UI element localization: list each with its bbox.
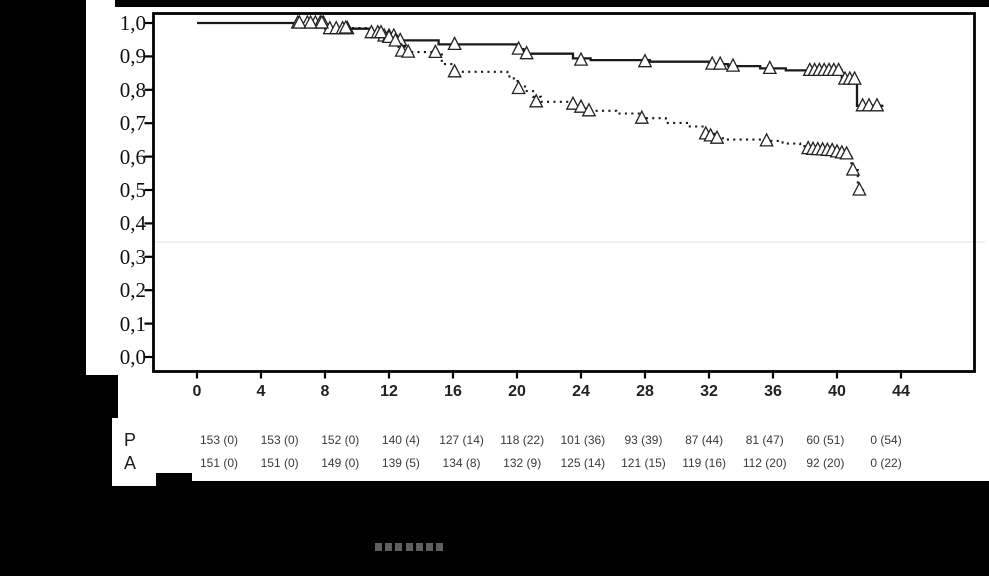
y-tick-label: 0,3: [119, 244, 146, 269]
censor-triangle-a: [373, 24, 389, 39]
x-tick-label: 36: [764, 383, 782, 400]
legend-dot-mark: [385, 543, 393, 551]
censor-triangle-p: [637, 53, 653, 68]
censor-triangle-p: [762, 59, 778, 75]
censor-triangle-a: [400, 43, 416, 58]
y-tick-label: 0,5: [119, 178, 146, 202]
risk-row-label-box: [112, 418, 156, 486]
censor-triangle-p: [712, 55, 728, 70]
legend-dot-mark: [375, 543, 382, 551]
censor-triangle-p: [511, 40, 526, 55]
risk-count-p-t8: 152 (0): [321, 433, 360, 447]
y-tick-label: 0,7: [119, 111, 146, 136]
y-tick-label: 0,2: [119, 278, 146, 303]
censor-triangle-p: [573, 51, 589, 66]
censor-triangle-a: [292, 14, 307, 29]
black-notch-under-axis: [156, 473, 192, 482]
legend-dot-mark: [395, 543, 403, 551]
censor-triangle-p: [847, 70, 862, 85]
censor-triangle-a: [839, 145, 854, 160]
risk-count-p-t16: 127 (14): [439, 433, 484, 447]
censor-triangle-p: [519, 45, 534, 60]
censor-triangle-a: [314, 14, 330, 29]
y-tick-label: 0,8: [119, 77, 146, 102]
censor-triangle-a: [428, 43, 443, 59]
risk-count-a-t40: 92 (20): [806, 456, 845, 470]
x-tick-label: 40: [828, 383, 846, 400]
censor-triangle-a: [447, 63, 462, 78]
risk-count-p-t4: 153 (0): [260, 433, 299, 447]
chart-panel: [86, 0, 989, 481]
x-tick-label: 32: [700, 383, 718, 400]
risk-count-a-t24: 125 (14): [560, 456, 606, 470]
risk-count-a-t36: 112 (20): [742, 456, 787, 470]
censor-triangle-a: [845, 161, 861, 176]
risk-count-a-t20: 132 (9): [503, 456, 542, 470]
censor-triangle-a: [338, 19, 354, 34]
risk-count-p-t12: 140 (4): [381, 433, 420, 447]
risk-count-a-t28: 121 (15): [621, 456, 666, 470]
risk-row-label-a: A: [124, 453, 137, 473]
y-tick-label: 0,1: [119, 311, 146, 336]
y-tick-label: 1,0: [119, 11, 146, 35]
censor-triangle-a: [303, 14, 318, 29]
censor-triangle-a: [581, 102, 597, 117]
risk-count-a-t32: 119 (16): [682, 456, 727, 470]
risk-count-a-t0: 151 (0): [199, 456, 239, 470]
y-tick-label: 0,0: [119, 345, 146, 369]
x-tick-label: 28: [636, 383, 654, 400]
x-tick-label: 12: [380, 383, 398, 400]
risk-count-p-t28: 93 (39): [624, 433, 663, 447]
risk-count-p-t0: 153 (0): [199, 433, 239, 447]
censor-triangle-p: [725, 57, 741, 72]
risk-count-p-t44: 0 (54): [870, 433, 902, 447]
plot-frame: [152, 12, 976, 373]
legend-dot-mark: [415, 543, 423, 551]
top-black-strip: [115, 0, 989, 7]
risk-count-a-t12: 139 (5): [381, 456, 420, 470]
x-tick-label: 24: [572, 383, 590, 400]
censor-triangle-a: [852, 181, 867, 196]
censor-triangle-a: [634, 109, 650, 124]
censor-triangle-a: [565, 95, 581, 110]
censor-triangle-a: [388, 32, 403, 47]
y-tick-label: 0,6: [119, 144, 146, 169]
censor-triangle-p: [869, 97, 885, 112]
x-tick-label: 4: [256, 383, 266, 400]
x-tick-label: 20: [508, 383, 526, 400]
censor-triangle-a: [573, 98, 589, 113]
legend-dot-mark: [405, 543, 413, 551]
risk-row-label-p: P: [124, 430, 137, 450]
y-tick-label: 0,4: [119, 211, 146, 236]
legend-dot-mark: [436, 543, 444, 551]
risk-count-p-t20: 118 (22): [500, 433, 545, 447]
censor-triangle-a: [511, 80, 526, 95]
risk-count-a-t8: 149 (0): [321, 456, 360, 470]
km-curve-p: [197, 21, 884, 107]
censor-triangle-p: [831, 61, 846, 77]
risk-count-p-t32: 87 (44): [685, 433, 724, 447]
x-tick-label: 16: [444, 383, 462, 400]
risk-count-a-t44: 0 (22): [870, 456, 902, 470]
x-tick-label: 0: [192, 383, 202, 400]
legend-dot-mark: [426, 543, 433, 551]
risk-count-p-t40: 60 (51): [806, 433, 845, 447]
x-tick-label: 44: [892, 383, 910, 400]
x-tick-label: 8: [320, 383, 330, 400]
risk-count-a-t4: 151 (0): [260, 456, 299, 470]
censor-triangle-a: [759, 132, 774, 147]
censor-triangle-p: [447, 35, 462, 51]
y-tick-label: 0,9: [119, 44, 146, 69]
censor-triangle-a: [528, 93, 544, 108]
censor-triangle-a: [709, 129, 725, 144]
risk-count-a-t16: 134 (8): [442, 456, 481, 470]
risk-count-p-t36: 81 (47): [745, 433, 784, 447]
risk-count-p-t24: 101 (36): [560, 433, 606, 447]
